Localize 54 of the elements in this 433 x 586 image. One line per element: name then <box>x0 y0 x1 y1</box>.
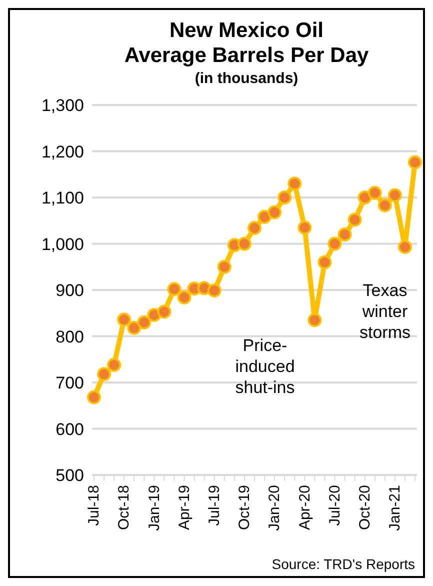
point <box>127 320 142 335</box>
point <box>358 190 372 204</box>
source-note: Source: TRD's Reports <box>272 556 415 572</box>
point <box>318 255 332 270</box>
x-tick-label: Jan-20 <box>266 485 284 531</box>
point <box>157 304 172 319</box>
chart-subtitle: (in thousands) <box>194 70 300 87</box>
point <box>137 315 152 330</box>
x-tick-label: Oct-19 <box>236 485 254 530</box>
y-tick-label: 500 <box>56 466 84 486</box>
x-tick-label: Jul-18 <box>86 485 103 526</box>
point <box>217 260 232 274</box>
point <box>248 221 262 236</box>
point <box>237 236 252 251</box>
x-tick-label: Jul-20 <box>326 485 344 526</box>
point <box>298 220 312 235</box>
y-tick-label: 1,300 <box>41 96 84 116</box>
annotation: Price- induced shut-ins <box>234 335 296 398</box>
point <box>328 236 342 251</box>
y-tick-label: 800 <box>56 327 84 346</box>
y-tick-label: 1,200 <box>41 142 84 162</box>
y-tick-label: 700 <box>56 374 84 393</box>
y-tick-label: 1,000 <box>41 234 84 254</box>
x-tick-label: Oct-18 <box>116 485 133 530</box>
point <box>408 155 422 170</box>
point <box>398 240 412 254</box>
y-tick-label: 900 <box>56 281 84 300</box>
point <box>278 190 292 204</box>
point <box>388 188 402 202</box>
point <box>207 283 222 298</box>
point <box>177 290 192 304</box>
point <box>288 176 302 191</box>
x-tick-label: Jul-19 <box>206 485 224 526</box>
point <box>368 186 382 200</box>
y-tick-label: 600 <box>56 420 84 439</box>
x-tick-label: Jan-21 <box>386 485 404 531</box>
x-tick-label: Jan-19 <box>146 485 163 531</box>
point <box>107 358 122 372</box>
point <box>338 228 352 242</box>
point <box>308 313 322 328</box>
point <box>378 198 392 212</box>
x-tick-label: Oct-20 <box>356 485 374 530</box>
point <box>97 367 112 382</box>
point <box>117 312 132 327</box>
point <box>167 282 182 296</box>
annotation: Texas winter storms <box>358 280 412 343</box>
point <box>87 390 101 404</box>
chart-title: New Mexico Oil Average Barrels Per Day <box>123 18 370 68</box>
point <box>268 205 282 220</box>
point <box>348 212 362 227</box>
x-tick-label: Apr-19 <box>176 485 193 530</box>
y-tick-label: 1,100 <box>41 188 84 208</box>
point <box>258 210 272 224</box>
x-tick-label: Apr-20 <box>296 485 314 530</box>
